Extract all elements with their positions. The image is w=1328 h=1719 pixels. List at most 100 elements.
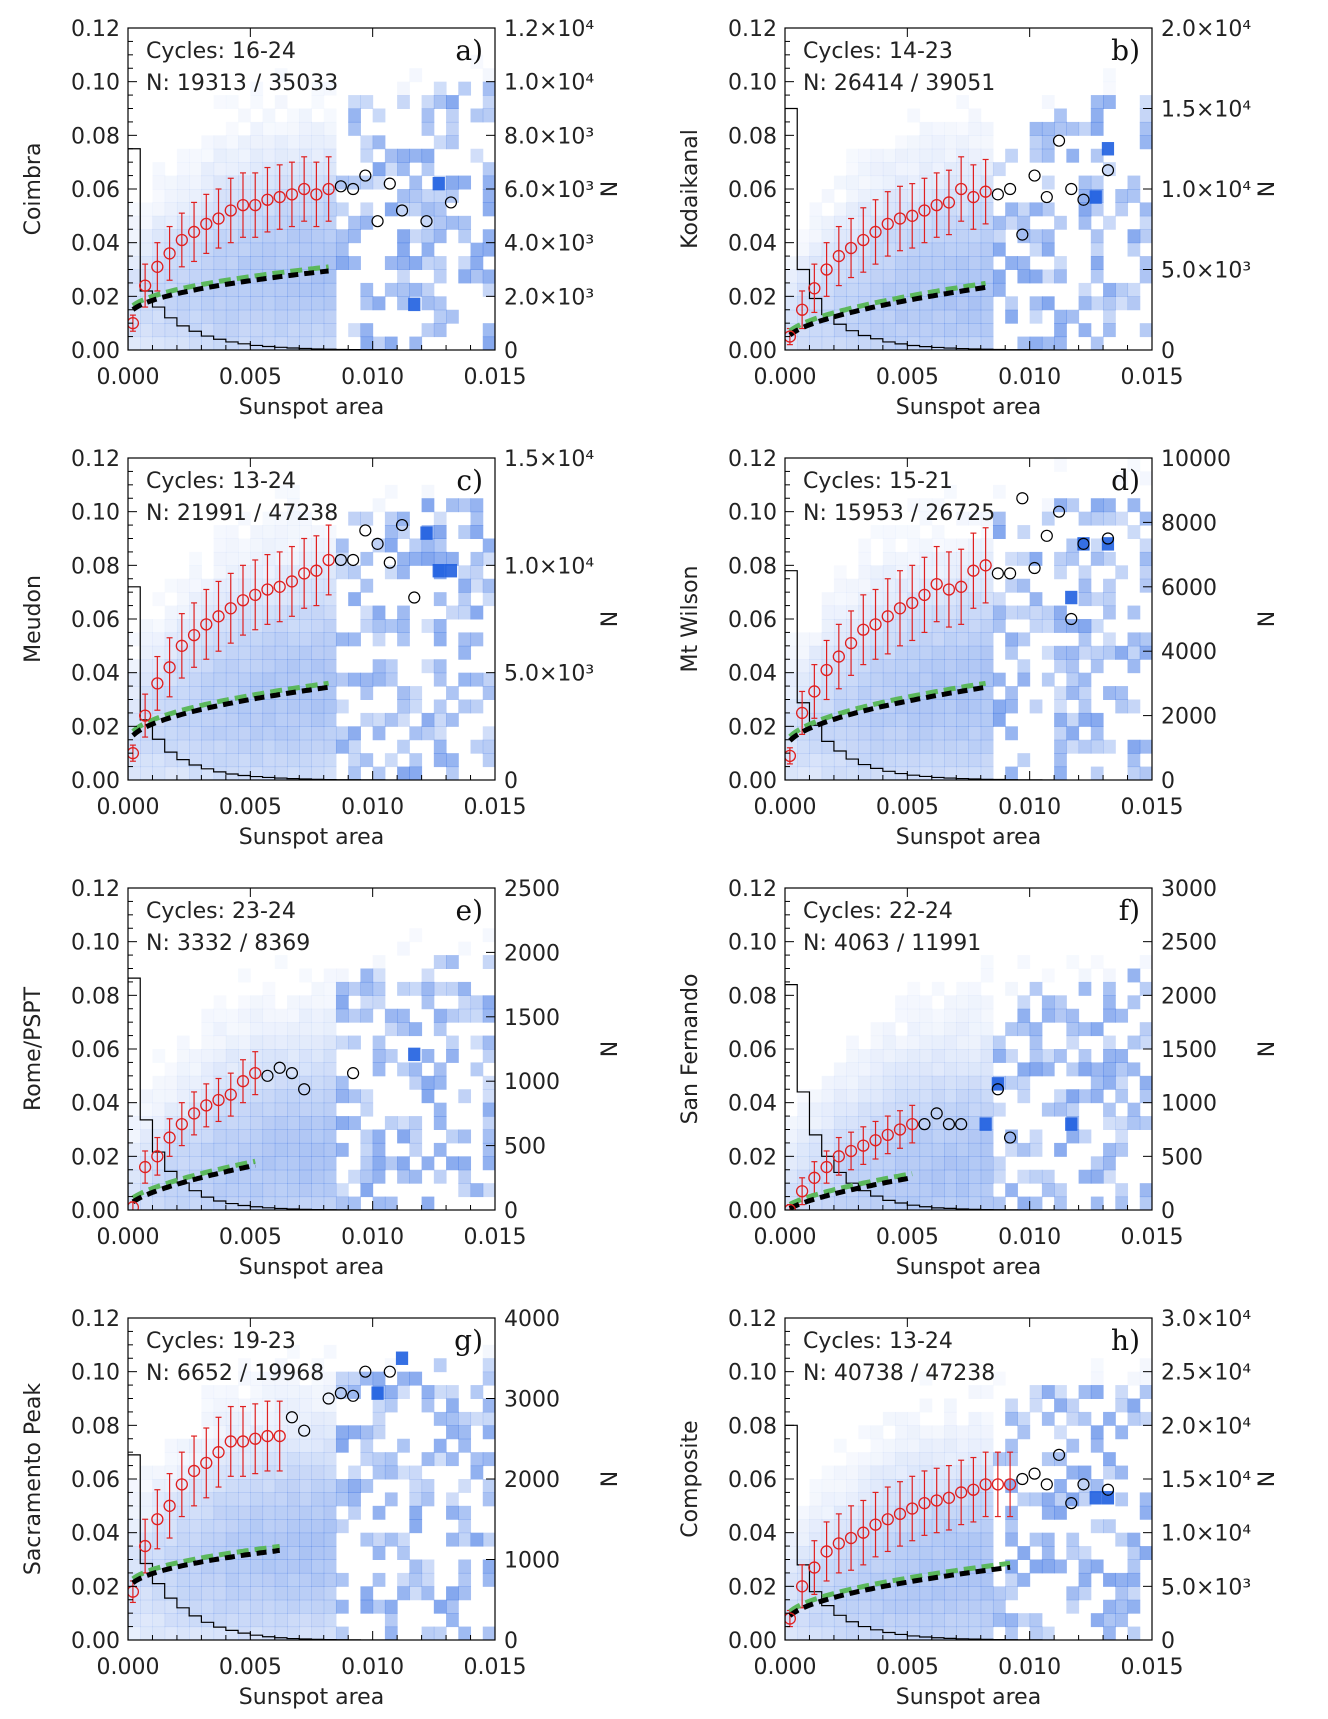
- density-cell: [140, 1169, 153, 1184]
- density-cell: [980, 256, 994, 270]
- density-cell: [213, 1089, 227, 1104]
- density-cell: [482, 1049, 495, 1063]
- density-cell: [1017, 1075, 1031, 1090]
- density-cell: [931, 1586, 945, 1601]
- density-cell: [1090, 242, 1104, 257]
- density-cell: [201, 605, 215, 620]
- density-cell: [372, 1411, 386, 1426]
- density-cell: [895, 269, 908, 284]
- density-cell: [433, 1075, 447, 1090]
- density-cell: [299, 1599, 312, 1614]
- density-cell: [262, 619, 276, 633]
- density-cell: [944, 1075, 957, 1090]
- density-cell: [931, 323, 945, 338]
- density-cell: [213, 1572, 227, 1587]
- density-cell: [421, 726, 435, 741]
- density-cell: [919, 229, 933, 244]
- density-cell: [311, 1546, 325, 1560]
- density-cell-peak: [1089, 190, 1102, 204]
- density-cell: [919, 323, 933, 338]
- density-cell: [213, 148, 227, 163]
- density-cell: [287, 538, 300, 553]
- density-cell: [1115, 1116, 1129, 1130]
- density-cell: [882, 1559, 896, 1574]
- density-cell: [140, 336, 153, 350]
- density-cell: [262, 148, 276, 163]
- density-cell: [858, 148, 872, 163]
- density-cell: [262, 659, 276, 674]
- density-cell: [1041, 336, 1055, 350]
- density-cell: [323, 1008, 337, 1023]
- density-cell: [458, 699, 472, 714]
- density-cell: [201, 739, 215, 754]
- density-cell: [980, 1102, 994, 1117]
- density-cell: [409, 68, 423, 83]
- density-cell: [882, 565, 896, 580]
- density-cell: [372, 1398, 386, 1413]
- y-tick-label: 0.04: [728, 662, 777, 687]
- density-cell: [311, 95, 325, 109]
- density-cell: [213, 175, 227, 190]
- density-cell: [311, 1465, 325, 1480]
- density-cell: [409, 1075, 423, 1090]
- density-cell: [1127, 189, 1141, 203]
- density-cell: [225, 739, 239, 754]
- density-cell: [128, 1102, 141, 1117]
- density-cell: [164, 753, 178, 768]
- outlier-marker: [346, 182, 360, 196]
- density-cell: [189, 1049, 202, 1063]
- density-cell: [128, 686, 141, 700]
- density-cell: [931, 1142, 945, 1157]
- density-cell: [128, 1519, 141, 1534]
- density-cell: [201, 189, 215, 203]
- density-cell: [262, 712, 276, 727]
- density-cell: [1103, 1075, 1116, 1090]
- density-cell: [1066, 1129, 1080, 1144]
- density-cell: [482, 1116, 495, 1130]
- density-cell: [360, 995, 374, 1010]
- y-tick-label: 0.10: [728, 71, 777, 96]
- count-annotation: N: 3332 / 8369: [146, 931, 310, 956]
- density-cell: [1115, 1196, 1129, 1210]
- density-cell: [895, 1129, 908, 1144]
- mean-marker: [200, 1456, 213, 1470]
- density-cell: [152, 1626, 166, 1640]
- density-cell: [846, 269, 859, 284]
- density-cell: [250, 672, 264, 687]
- density-cell: [882, 551, 896, 566]
- density-cell: [360, 551, 374, 566]
- density-cell: [1127, 242, 1141, 257]
- density-cell: [421, 1479, 435, 1493]
- density-cell: [1139, 229, 1152, 244]
- density-cell: [956, 538, 969, 553]
- density-cell: [882, 619, 896, 633]
- density-cell: [201, 1142, 215, 1157]
- density-cell: [397, 1022, 410, 1037]
- density-cell: [1017, 1492, 1031, 1507]
- density-cell: [201, 256, 215, 270]
- density-cell: [882, 148, 896, 163]
- density-cell: [213, 1183, 227, 1198]
- density-cell: [1017, 336, 1031, 350]
- density-cell: [335, 202, 349, 217]
- density-cell: [262, 1586, 276, 1601]
- density-cell: [165, 1062, 178, 1076]
- density-cell: [944, 1398, 957, 1413]
- density-cell: [1139, 1505, 1152, 1520]
- density-cell: [348, 1479, 361, 1493]
- density-cell: [311, 1196, 325, 1210]
- density-cell: [128, 1626, 141, 1640]
- density-cell: [458, 1169, 472, 1184]
- density-cell: [446, 753, 459, 768]
- mean-marker: [893, 1507, 907, 1521]
- density-cell: [372, 1196, 386, 1210]
- density-cell: [1066, 686, 1080, 700]
- density-cell: [189, 1452, 202, 1467]
- density-cell: [821, 1075, 835, 1090]
- density-cell: [1054, 269, 1067, 284]
- density-cell: [980, 1492, 994, 1507]
- density-cell: [409, 551, 423, 566]
- density-cell: [1042, 969, 1055, 983]
- density-cell: [299, 1398, 312, 1413]
- density-cell: [397, 229, 410, 244]
